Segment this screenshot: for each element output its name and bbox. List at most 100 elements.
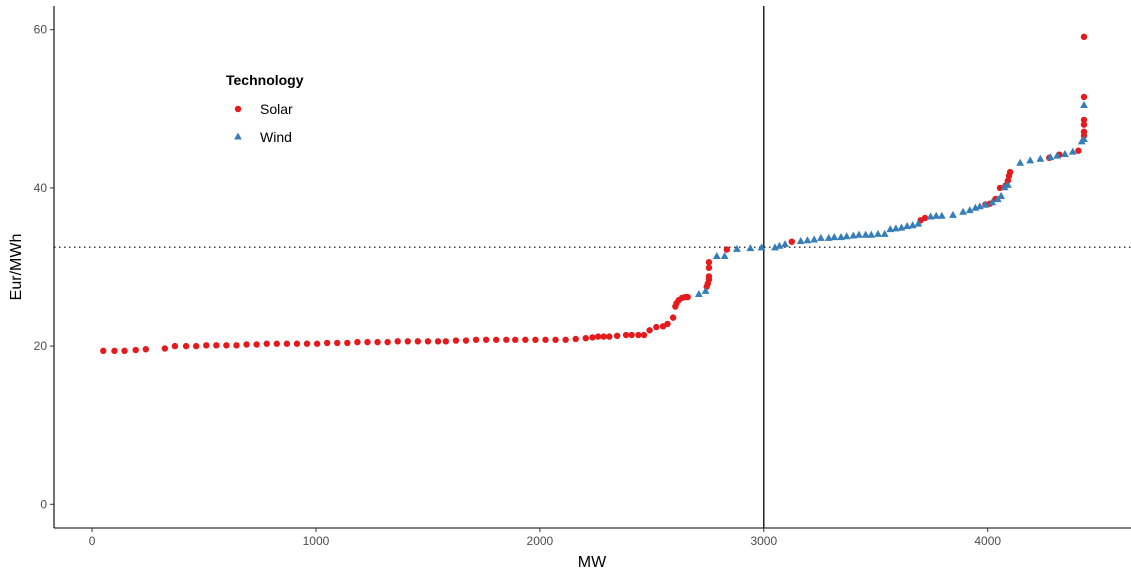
solar-point: [664, 320, 671, 328]
solar-point: [233, 342, 240, 349]
wind-point: [816, 233, 825, 241]
wind-point: [746, 244, 755, 252]
solar-point: [572, 335, 579, 343]
wind-point: [937, 211, 946, 219]
solar-point: [589, 334, 596, 341]
series-wind: [694, 100, 1088, 298]
solar-point: [542, 336, 549, 343]
solar-point: [1080, 33, 1088, 41]
solar-point: [562, 336, 569, 343]
x-tick-label: 2000: [527, 534, 554, 548]
solar-point: [613, 332, 621, 340]
wind-point: [1061, 150, 1069, 158]
wind-point: [824, 233, 833, 241]
solar-point: [1080, 128, 1088, 135]
solar-point: [594, 333, 602, 340]
wind-point: [891, 224, 900, 232]
solar-point: [424, 338, 432, 345]
solar-point: [293, 340, 301, 347]
x-tick-label: 4000: [974, 534, 1001, 548]
solar-point: [493, 336, 500, 343]
wind-point: [867, 230, 876, 238]
solar-point: [622, 331, 630, 339]
wind-point: [949, 210, 957, 218]
solar-point: [1080, 121, 1088, 128]
solar-point: [640, 331, 648, 339]
solar-point: [192, 342, 200, 350]
wind-point: [1080, 134, 1088, 142]
wind-point: [959, 207, 967, 215]
wind-point: [1046, 153, 1055, 161]
wind-point: [997, 191, 1006, 199]
solar-point: [323, 339, 331, 347]
legend-label-wind: Wind: [260, 129, 292, 145]
wind-point: [1068, 147, 1077, 155]
legend: Technology Solar Wind: [226, 72, 304, 145]
wind-point: [720, 252, 729, 260]
legend-title: Technology: [226, 72, 304, 88]
solar-point: [283, 340, 291, 347]
wind-point: [855, 230, 863, 238]
solar-point: [273, 340, 280, 347]
solar-point: [121, 347, 128, 355]
wind-point: [1026, 156, 1035, 164]
legend-solar-marker: [234, 105, 242, 113]
wind-point: [1053, 151, 1062, 159]
wind-point: [914, 219, 923, 227]
solar-point: [171, 342, 179, 350]
solar-point: [705, 259, 713, 266]
wind-point: [1000, 183, 1009, 191]
solar-point: [100, 347, 107, 355]
solar-point: [705, 273, 713, 280]
solar-point: [582, 334, 589, 342]
solar-point: [646, 327, 653, 334]
legend-label-solar: Solar: [260, 101, 293, 117]
solar-point: [434, 338, 442, 345]
wind-point: [1036, 154, 1045, 162]
wind-point: [775, 241, 784, 249]
wind-point: [842, 232, 851, 240]
wind-point: [712, 252, 721, 260]
solar-point: [142, 346, 150, 353]
solar-point: [462, 337, 470, 344]
wind-point: [874, 229, 882, 237]
solar-point: [354, 338, 361, 346]
wind-point: [694, 289, 703, 298]
data-points: [100, 33, 1088, 355]
solar-point: [522, 336, 529, 343]
solar-point: [303, 340, 311, 347]
wind-point: [830, 233, 839, 241]
solar-point: [921, 214, 929, 222]
solar-point: [253, 341, 260, 348]
y-tick-label: 0: [40, 497, 47, 511]
wind-point: [880, 229, 889, 237]
y-tick-label: 60: [34, 23, 48, 37]
solar-point: [132, 346, 139, 354]
solar-point: [705, 264, 713, 271]
solar-point: [552, 336, 559, 343]
solar-point: [600, 333, 607, 340]
solar-point: [653, 323, 660, 331]
solar-point: [161, 345, 169, 352]
solar-point: [1006, 168, 1014, 176]
solar-point: [334, 339, 341, 347]
wind-point: [837, 233, 845, 241]
solar-point: [111, 347, 118, 355]
axis-ticks: 0 1000 2000 3000 4000 0 20 40 60: [34, 23, 1002, 548]
solar-point: [472, 336, 480, 343]
x-axis-title: MW: [578, 554, 607, 571]
wind-point: [897, 223, 906, 231]
wind-point: [932, 211, 941, 219]
y-tick-label: 40: [34, 181, 48, 195]
solar-point: [243, 341, 250, 348]
wind-point: [988, 198, 997, 206]
wind-point: [1003, 180, 1012, 188]
solar-point: [344, 339, 351, 347]
solar-point: [364, 338, 371, 346]
wind-point: [733, 244, 741, 252]
solar-point: [684, 293, 691, 301]
solar-point: [452, 337, 460, 344]
solar-point: [606, 333, 613, 340]
solar-point: [1080, 93, 1088, 101]
